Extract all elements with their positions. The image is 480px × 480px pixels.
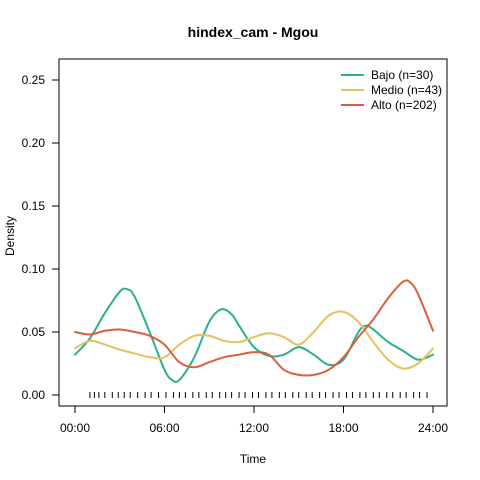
series-lines — [74, 279, 434, 383]
y-tick-label: 0.20 — [22, 136, 46, 150]
series-line-1 — [74, 310, 434, 370]
rug-marks — [89, 392, 428, 398]
legend-label: Medio (n=43) — [371, 83, 442, 97]
series-line-2 — [74, 279, 434, 377]
legend-label: Alto (n=202) — [371, 98, 437, 112]
y-tick-label: 0.10 — [22, 262, 46, 276]
chart-title: hindex_cam - Mgou — [188, 24, 319, 40]
legend-label: Bajo (n=30) — [371, 68, 433, 82]
x-tick-label: 00:00 — [60, 421, 90, 435]
y-tick-label: 0.25 — [22, 73, 46, 87]
x-tick-label: 18:00 — [328, 421, 358, 435]
x-tick-label: 12:00 — [239, 421, 269, 435]
y-tick-label: 0.15 — [22, 199, 46, 213]
y-axis: 0.00 0.05 0.10 0.15 0.20 0.25 — [22, 73, 60, 402]
y-axis-label: Density — [3, 216, 17, 256]
x-tick-label: 24:00 — [418, 421, 448, 435]
x-axis: 00:00 06:00 12:00 18:00 24:00 — [60, 405, 448, 435]
x-axis-label: Time — [240, 452, 267, 466]
legend: Bajo (n=30)Medio (n=43)Alto (n=202) — [341, 68, 442, 112]
y-tick-label: 0.05 — [22, 325, 46, 339]
x-tick-label: 06:00 — [149, 421, 179, 435]
y-tick-label: 0.00 — [22, 388, 46, 402]
